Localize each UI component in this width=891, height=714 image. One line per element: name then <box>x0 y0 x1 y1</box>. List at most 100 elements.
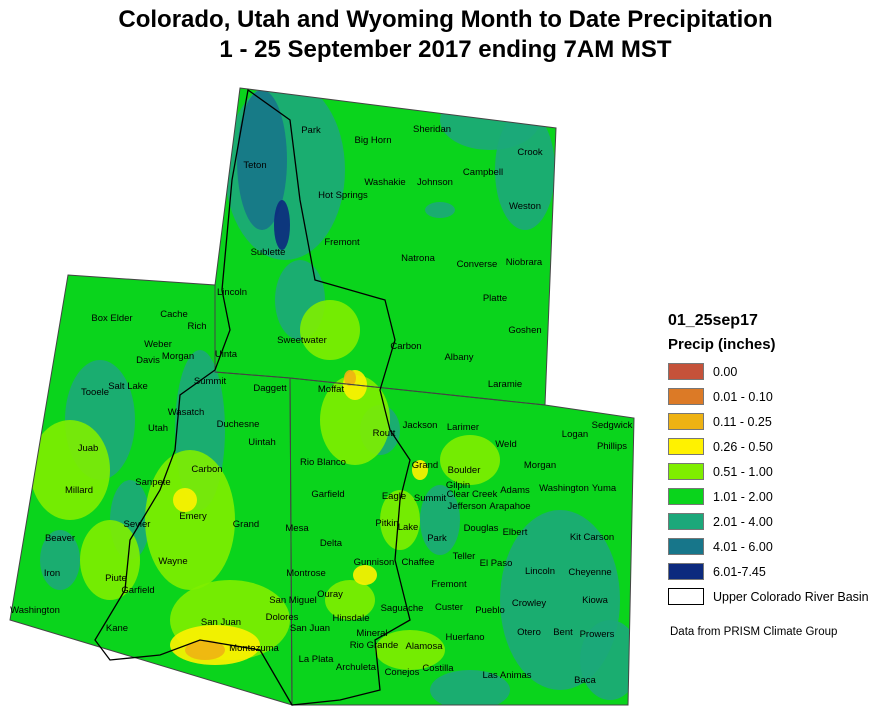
county-label: Sweetwater <box>277 335 327 346</box>
county-label: Davis <box>136 355 160 366</box>
county-label: Weld <box>495 439 516 450</box>
legend-label: 0.51 - 1.00 <box>713 464 773 479</box>
county-label: Park <box>301 125 321 136</box>
county-label: Sevier <box>124 519 151 530</box>
county-label: Custer <box>435 602 463 613</box>
legend-swatch <box>668 438 704 455</box>
county-label: La Plata <box>299 654 335 665</box>
county-label: Johnson <box>417 177 453 188</box>
precip-patch <box>237 90 287 230</box>
county-label: Montrose <box>286 568 326 579</box>
legend-swatch <box>668 538 704 555</box>
county-label: El Paso <box>480 558 513 569</box>
county-label: Wayne <box>158 556 187 567</box>
county-label: Elbert <box>503 527 528 538</box>
precip-patch <box>325 580 375 620</box>
legend: 01_25sep17 Precip (inches) 0.00 0.01 - 0.… <box>668 312 869 609</box>
legend-item: 0.01 - 0.10 <box>668 384 869 409</box>
county-label: Prowers <box>580 629 615 640</box>
county-label: Emery <box>179 511 207 522</box>
county-labels: Park Big Horn Sheridan Crook Teton Washakie Jo… <box>10 124 632 686</box>
legend-item: 0.26 - 0.50 <box>668 434 869 459</box>
county-label: Sanpete <box>135 477 170 488</box>
county-label: Juab <box>78 443 99 454</box>
county-label: Chaffee <box>401 557 434 568</box>
county-label: Rio Grande <box>350 640 399 651</box>
county-label: Phillips <box>597 441 627 452</box>
county-label: Niobrara <box>506 257 543 268</box>
county-label: Weston <box>509 201 541 212</box>
legend-item: 0.51 - 1.00 <box>668 459 869 484</box>
county-label: Douglas <box>464 523 499 534</box>
precip-patch <box>300 300 360 360</box>
precip-patch <box>425 202 455 218</box>
county-label: Pitkin <box>375 518 398 529</box>
legend-item: Upper Colorado River Basin <box>668 584 869 609</box>
county-label: Weber <box>144 339 172 350</box>
county-label: Huerfano <box>445 632 484 643</box>
county-label: Grand <box>412 460 438 471</box>
county-label: Sedgwick <box>592 420 633 431</box>
county-label: Gilpin <box>446 480 470 491</box>
county-label: Saguache <box>381 603 424 614</box>
county-label: Jackson <box>403 420 438 431</box>
county-label: Utah <box>148 423 168 434</box>
precip-patch <box>412 460 428 480</box>
legend-item: 4.01 - 6.00 <box>668 534 869 559</box>
county-label: Morgan <box>162 351 194 362</box>
county-label: Delta <box>320 538 343 549</box>
precip-patch <box>145 450 235 590</box>
precip-patch <box>40 530 80 590</box>
legend-swatch <box>668 513 704 530</box>
county-label: Albany <box>444 352 473 363</box>
county-label: Duchesne <box>217 419 260 430</box>
county-label: Teton <box>243 160 266 171</box>
county-label: Hot Springs <box>318 190 368 201</box>
county-label: Iron <box>44 568 60 579</box>
county-label: Daggett <box>253 383 287 394</box>
county-label: San Juan <box>201 617 241 628</box>
county-label: Washington <box>539 483 589 494</box>
precip-patch <box>375 630 445 670</box>
legend-swatch <box>668 388 704 405</box>
county-label: Arapahoe <box>489 501 530 512</box>
precip-patch <box>344 370 356 386</box>
precip-patch <box>185 640 225 660</box>
county-label: Eagle <box>382 491 406 502</box>
county-label: Carbon <box>390 341 421 352</box>
legend-label: 0.11 - 0.25 <box>713 414 772 429</box>
county-label: Conejos <box>385 667 420 678</box>
county-label: Cheyenne <box>568 567 611 578</box>
county-label: Box Elder <box>91 313 132 324</box>
county-label: Hinsdale <box>333 613 370 624</box>
map-title-line1: Colorado, Utah and Wyoming Month to Date… <box>118 6 773 33</box>
county-label: Baca <box>574 675 596 686</box>
county-label: Kit Carson <box>570 532 614 543</box>
county-label: Cache <box>160 309 187 320</box>
county-label: Lake <box>398 522 419 533</box>
legend-swatch <box>668 488 704 505</box>
county-label: Summit <box>194 376 227 387</box>
county-label: Lincoln <box>217 287 247 298</box>
county-label: Larimer <box>447 422 479 433</box>
county-label: Uintah <box>248 437 275 448</box>
county-label: Garfield <box>311 489 344 500</box>
county-label: Logan <box>562 429 588 440</box>
county-label: Lincoln <box>525 566 555 577</box>
legend-label: 0.01 - 0.10 <box>713 389 773 404</box>
county-label: Jefferson <box>448 501 487 512</box>
county-label: Pueblo <box>475 605 505 616</box>
legend-label: Upper Colorado River Basin <box>713 589 869 604</box>
county-label: Mesa <box>285 523 309 534</box>
map-title-line2: 1 - 25 September 2017 ending 7AM MST <box>219 36 672 63</box>
precip-patch <box>430 670 510 705</box>
county-label: Rich <box>187 321 206 332</box>
county-label: Washington <box>10 605 60 616</box>
precip-patch <box>580 620 634 700</box>
county-label: Yuma <box>592 483 617 494</box>
legend-swatch <box>668 363 704 380</box>
county-label: Bent <box>553 627 573 638</box>
legend-item: 6.01-7.45 <box>668 559 869 584</box>
county-label: Park <box>427 533 447 544</box>
